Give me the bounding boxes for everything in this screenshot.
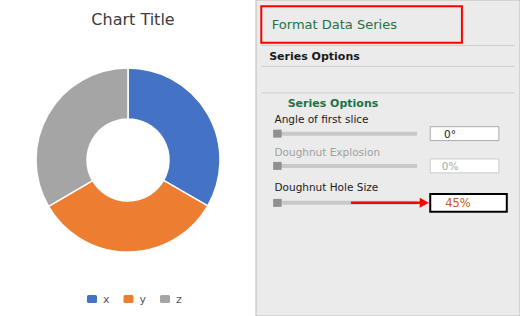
svg-text:y: y <box>140 293 147 306</box>
svg-text:z: z <box>176 293 182 306</box>
svg-text:x: x <box>103 293 110 306</box>
svg-text:Format Data Series: Format Data Series <box>272 17 397 32</box>
svg-text:Series Options: Series Options <box>269 50 360 63</box>
svg-text:Chart Title: Chart Title <box>91 10 174 29</box>
svg-text:Doughnut Hole Size: Doughnut Hole Size <box>274 181 378 193</box>
svg-text:Doughnut Explosion: Doughnut Explosion <box>274 146 380 158</box>
svg-text:Angle of first slice: Angle of first slice <box>274 113 368 125</box>
svg-text:0°: 0° <box>444 128 456 140</box>
svg-text:Series Options: Series Options <box>288 97 379 110</box>
svg-text:0%: 0% <box>442 160 459 172</box>
svg-text:45%: 45% <box>445 196 471 210</box>
